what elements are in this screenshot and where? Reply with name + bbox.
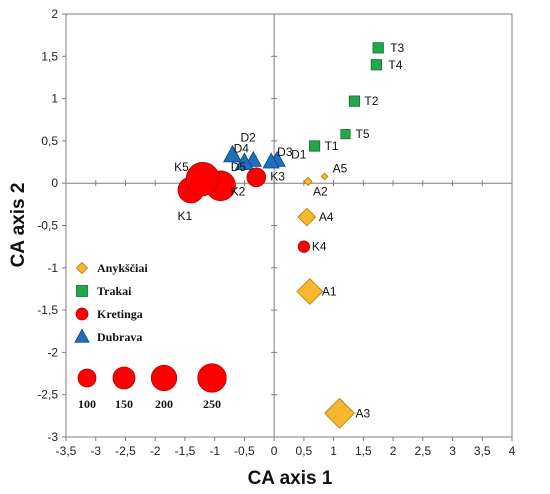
size-legend: 100 150 200 250 bbox=[77, 363, 227, 411]
point-label-A5: A5 bbox=[333, 161, 348, 175]
point-K3 bbox=[246, 167, 267, 188]
point-T3 bbox=[372, 42, 384, 54]
point-label-T5: T5 bbox=[355, 127, 369, 141]
point-label-K4: K4 bbox=[312, 240, 327, 254]
point-label-T3: T3 bbox=[390, 41, 404, 55]
point-D3 bbox=[262, 152, 280, 169]
x-tick-label: 0 bbox=[271, 444, 278, 458]
y-tick-label: 2 bbox=[51, 7, 58, 21]
x-tick-label: -2,5 bbox=[115, 444, 136, 458]
point-label-T4: T4 bbox=[388, 58, 402, 72]
point-A4 bbox=[297, 207, 317, 227]
x-tick-label: -0,5 bbox=[234, 444, 255, 458]
point-label-D5: D5 bbox=[231, 160, 247, 174]
x-tick-label: 4 bbox=[509, 444, 516, 458]
x-tick-label: 0,5 bbox=[296, 444, 313, 458]
y-tick-label: -2,5 bbox=[37, 388, 58, 402]
x-tick-label: -3 bbox=[90, 444, 101, 458]
point-labels: A1 A2 A3 A4 A5 T1 T2 T3 T4 T5 K1 K2 K3 K4 K5 D1 D2 D3 D4 D5 bbox=[174, 41, 404, 420]
y-tick-label: 0 bbox=[51, 176, 58, 190]
x-tick-label: 3 bbox=[449, 444, 456, 458]
size-legend-circle-250 bbox=[197, 363, 227, 393]
point-A3 bbox=[324, 397, 355, 429]
point-T1 bbox=[308, 140, 321, 152]
point-label-K3: K3 bbox=[270, 169, 285, 183]
legend-label: Dubrava bbox=[97, 330, 142, 344]
point-label-D4: D4 bbox=[234, 141, 250, 155]
point-label-A1: A1 bbox=[322, 284, 337, 298]
point-label-K1: K1 bbox=[178, 209, 193, 223]
point-label-T1: T1 bbox=[325, 139, 339, 153]
y-tick-label: -1 bbox=[47, 261, 58, 275]
point-T5 bbox=[340, 129, 351, 140]
size-legend-circle-100 bbox=[77, 368, 97, 388]
y-tick-label: 1 bbox=[51, 92, 58, 106]
size-legend-circle-150 bbox=[112, 366, 136, 390]
y-tick-label: 0,5 bbox=[41, 134, 58, 148]
legend-marker-Anykščiai bbox=[75, 261, 89, 275]
point-label-A2: A2 bbox=[313, 185, 328, 199]
x-axis-title: CA axis 1 bbox=[248, 468, 333, 489]
size-legend-label: 250 bbox=[203, 397, 221, 411]
point-label-D3: D3 bbox=[277, 145, 293, 159]
x-tick-label: 1,5 bbox=[355, 444, 372, 458]
legend-marker-Trakai bbox=[76, 285, 88, 297]
y-tick-label: -3 bbox=[47, 430, 58, 444]
data-points bbox=[177, 42, 384, 429]
legend-marker-Dubrava bbox=[74, 328, 90, 343]
y-tick-label: 1,5 bbox=[41, 49, 58, 63]
point-label-A3: A3 bbox=[356, 406, 371, 420]
y-tick-label: -1,5 bbox=[37, 303, 58, 317]
point-A5 bbox=[320, 172, 329, 181]
point-label-D2: D2 bbox=[241, 130, 257, 144]
x-tick-label: 2 bbox=[390, 444, 397, 458]
size-legend-circle-200 bbox=[150, 364, 178, 392]
legend-label: Kretinga bbox=[97, 307, 143, 321]
legend: Anykščiai Trakai Kretinga Dubrava bbox=[74, 261, 148, 344]
point-K4 bbox=[297, 240, 311, 253]
x-tick-label: 2,5 bbox=[414, 444, 431, 458]
point-T4 bbox=[370, 59, 383, 71]
legend-label: Trakai bbox=[97, 284, 132, 298]
point-A1 bbox=[296, 278, 324, 305]
size-legend-label: 100 bbox=[78, 397, 96, 411]
x-tick-label: -3,5 bbox=[56, 444, 77, 458]
point-A2 bbox=[303, 176, 313, 187]
y-axis-title: CA axis 2 bbox=[8, 183, 29, 268]
point-D2 bbox=[223, 144, 242, 163]
x-tick-label: 3,5 bbox=[474, 444, 491, 458]
size-legend-label: 150 bbox=[115, 397, 133, 411]
point-T2 bbox=[348, 95, 361, 107]
x-tick-label: 1 bbox=[330, 444, 337, 458]
point-K5 bbox=[185, 161, 220, 196]
legend-label: Anykščiai bbox=[97, 261, 148, 275]
point-label-K5: K5 bbox=[174, 160, 189, 174]
point-D5 bbox=[234, 152, 254, 170]
x-tick-label: -2 bbox=[150, 444, 161, 458]
point-label-T2: T2 bbox=[364, 94, 378, 108]
tick-labels: -3,5 -3 -2,5 -2 -1,5 -1 -0,5 0 0,5 1 1,5 2 2,5 3 3,5 42… bbox=[37, 7, 515, 458]
point-label-A4: A4 bbox=[319, 210, 334, 224]
size-legend-label: 200 bbox=[155, 397, 173, 411]
point-label-D1: D1 bbox=[291, 147, 307, 161]
x-tick-label: -1 bbox=[209, 444, 220, 458]
x-tick-label: -1,5 bbox=[175, 444, 196, 458]
legend-marker-Kretinga bbox=[75, 307, 89, 321]
y-tick-label: -2 bbox=[47, 345, 58, 359]
point-label-K2: K2 bbox=[231, 185, 246, 199]
y-tick-label: -0,5 bbox=[37, 219, 58, 233]
